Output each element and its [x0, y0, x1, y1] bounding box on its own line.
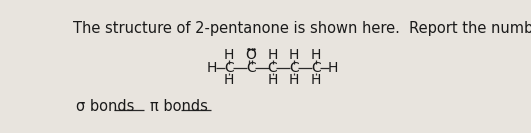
- Text: H: H: [289, 73, 299, 87]
- Text: H: H: [328, 61, 338, 75]
- Text: H: H: [267, 73, 278, 87]
- Text: C: C: [311, 61, 321, 75]
- Text: σ bonds: σ bonds: [76, 99, 134, 114]
- Text: O: O: [245, 48, 256, 62]
- Text: H: H: [224, 48, 234, 62]
- Text: H: H: [311, 48, 321, 62]
- Text: π bonds: π bonds: [150, 99, 208, 114]
- Text: H: H: [311, 73, 321, 87]
- Text: C: C: [246, 61, 256, 75]
- Text: H: H: [224, 73, 234, 87]
- Text: H: H: [267, 48, 278, 62]
- Text: H: H: [289, 48, 299, 62]
- Text: The structure of 2-pentanone is shown here.  Report the number of σ and π bonds.: The structure of 2-pentanone is shown he…: [73, 21, 531, 36]
- Text: C: C: [224, 61, 234, 75]
- Text: C: C: [289, 61, 299, 75]
- Text: C: C: [268, 61, 277, 75]
- Text: H: H: [207, 61, 217, 75]
